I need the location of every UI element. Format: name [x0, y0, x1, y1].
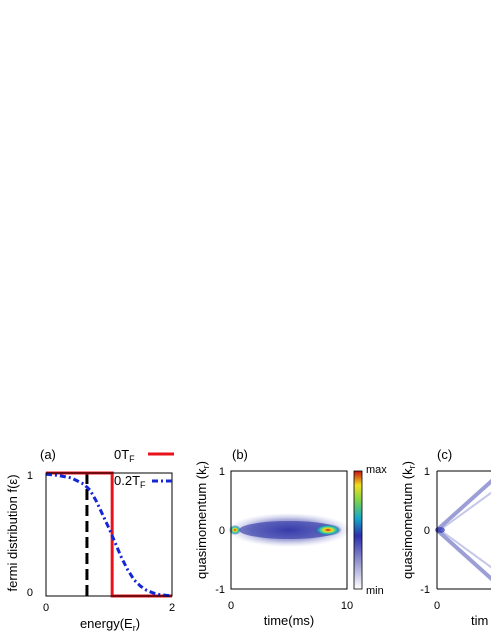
- panel-a-plot: [45, 471, 173, 598]
- panel-b-frame: [230, 470, 348, 590]
- panel-b-xtick-0: 0: [228, 600, 234, 612]
- panel-a-ytick-0: 0: [27, 587, 33, 599]
- legend-0T: 0TF: [114, 447, 135, 464]
- legend-02T: 0.2TF: [114, 473, 146, 490]
- panel-b-xtick-10: 10: [341, 600, 353, 612]
- panel-a-xlabel: energy(Er): [80, 616, 140, 633]
- panel-b-ytick-m1: -1: [215, 584, 225, 596]
- colorbar-min-label: min: [366, 585, 384, 597]
- panel-b-ytick-1: 1: [219, 466, 225, 478]
- panel-b-hotspot-left: [229, 525, 241, 535]
- panel-a-xtick-2: 2: [169, 602, 175, 614]
- panel-b-xlabel: time(ms): [264, 613, 315, 628]
- panel-c-ytick-0: 0: [424, 525, 430, 537]
- panel-b-label: (b): [232, 447, 248, 462]
- panel-c-heatmap: [435, 471, 491, 589]
- panel-b-colorbar: [353, 470, 363, 590]
- panel-c-ytick-m1: -1: [420, 584, 430, 596]
- panel-c: (c) quasimomentum (kr) 1 0 -1 0 tim: [400, 447, 491, 628]
- panel-c-ytick-1: 1: [424, 466, 430, 478]
- panel-c-ylabel: quasimomentum (kr): [400, 461, 417, 579]
- panel-a: (a) fermi distribution f(ε) 1 0 0 2 ener…: [5, 447, 175, 633]
- panel-c-xlabel: tim: [471, 613, 488, 628]
- panel-b: (b) quasimomentum (kr) 1 0 -1 0 10 time(…: [194, 447, 387, 628]
- panel-a-label: (a): [40, 447, 56, 462]
- panel-c-label: (c): [437, 447, 452, 462]
- panel-a-legend: 0TF 0.2TF: [114, 447, 174, 490]
- panel-a-ytick-1: 1: [27, 470, 33, 482]
- panel-b-ylabel: quasimomentum (kr): [194, 461, 211, 579]
- panel-b-ytick-0: 0: [219, 525, 225, 537]
- panel-a-frame: [45, 472, 173, 597]
- colorbar-max-label: max: [366, 464, 387, 476]
- panel-c-xtick-0: 0: [434, 600, 440, 612]
- panel-b-heatmap: [227, 471, 351, 589]
- series-line-1: [45, 472, 173, 598]
- series-line-0: [46, 471, 172, 598]
- panel-a-xtick-0: 0: [43, 602, 49, 614]
- panel-a-ylabel: fermi distribution f(ε): [5, 474, 20, 591]
- panel-b-hotspot-right: [314, 524, 342, 536]
